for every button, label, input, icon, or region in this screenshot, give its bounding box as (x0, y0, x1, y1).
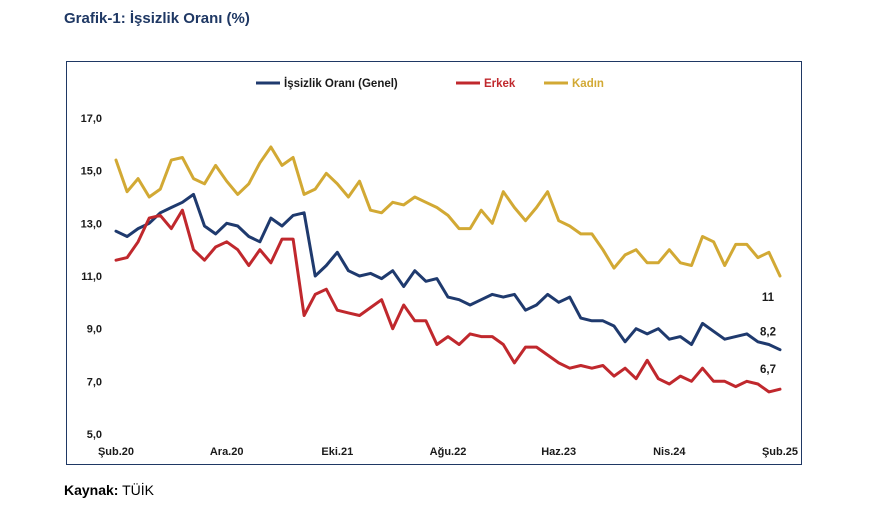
y-tick-label: 17,0 (81, 113, 102, 125)
end-value-label: 6,7 (760, 364, 776, 376)
source-label: Kaynak: (64, 482, 119, 498)
legend-label: Erkek (484, 78, 516, 90)
x-tick-label: Haz.23 (541, 446, 576, 458)
y-tick-label: 7,0 (87, 376, 102, 388)
chart-legend: İşsizlik Oranı (Genel) Erkek Kadın (256, 77, 604, 90)
chart-title: Grafik-1: İşsizlik Oranı (%) (64, 10, 250, 27)
y-axis: 5,0 7,0 9,0 11,0 13,0 15,0 17,0 (81, 113, 102, 441)
series-line-3 (114, 145, 782, 278)
y-tick-label: 13,0 (81, 218, 102, 230)
y-tick-label: 5,0 (87, 429, 102, 441)
x-tick-label: Ağu.22 (430, 446, 467, 458)
series-group (114, 145, 782, 394)
end-value-label: 8,2 (760, 327, 776, 339)
x-tick-label: Şub.25 (762, 446, 798, 458)
y-tick-label: 9,0 (87, 324, 102, 336)
legend-label: Kadın (572, 78, 604, 90)
legend-label: İşsizlik Oranı (Genel) (284, 77, 398, 90)
end-labels: 8,2 6,7 11 (760, 292, 776, 376)
series-line-1 (114, 192, 782, 352)
x-axis: Şub.20 Ara.20 Eki.21 Ağu.22 Haz.23 Nis.24 Şub.… (98, 446, 798, 458)
end-value-label: 11 (762, 292, 775, 304)
y-tick-label: 15,0 (81, 166, 102, 178)
series-line-2 (114, 208, 782, 394)
source-value: TÜİK (122, 482, 154, 498)
source-note: Kaynak: TÜİK (64, 482, 154, 498)
y-tick-label: 11,0 (81, 271, 102, 283)
chart-frame (66, 61, 802, 465)
x-tick-label: Şub.20 (98, 446, 134, 458)
x-tick-label: Ara.20 (210, 446, 244, 458)
x-tick-label: Eki.21 (321, 446, 353, 458)
line-chart: İşsizlik Oranı (Genel) Erkek Kadın 5,0 7,0 9… (81, 77, 798, 458)
x-tick-label: Nis.24 (653, 446, 686, 458)
